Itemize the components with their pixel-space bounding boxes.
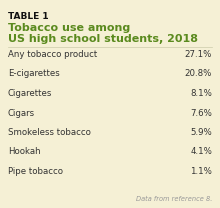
Text: US high school students, 2018: US high school students, 2018 <box>8 34 198 44</box>
Text: Cigarettes: Cigarettes <box>8 89 52 98</box>
Text: Tobacco use among: Tobacco use among <box>8 23 130 33</box>
Text: Hookah: Hookah <box>8 147 41 156</box>
Text: 27.1%: 27.1% <box>185 50 212 59</box>
Text: Any tobacco product: Any tobacco product <box>8 50 97 59</box>
Text: E-cigarettes: E-cigarettes <box>8 69 60 78</box>
Text: TABLE 1: TABLE 1 <box>8 12 49 21</box>
Text: 5.9%: 5.9% <box>190 128 212 137</box>
Text: Data from reference 8.: Data from reference 8. <box>136 196 212 202</box>
Text: 4.1%: 4.1% <box>190 147 212 156</box>
Text: 8.1%: 8.1% <box>190 89 212 98</box>
Text: 1.1%: 1.1% <box>190 167 212 176</box>
Text: Cigars: Cigars <box>8 109 35 118</box>
Text: Smokeless tobacco: Smokeless tobacco <box>8 128 91 137</box>
Text: 20.8%: 20.8% <box>185 69 212 78</box>
Text: Pipe tobacco: Pipe tobacco <box>8 167 63 176</box>
Text: 7.6%: 7.6% <box>190 109 212 118</box>
